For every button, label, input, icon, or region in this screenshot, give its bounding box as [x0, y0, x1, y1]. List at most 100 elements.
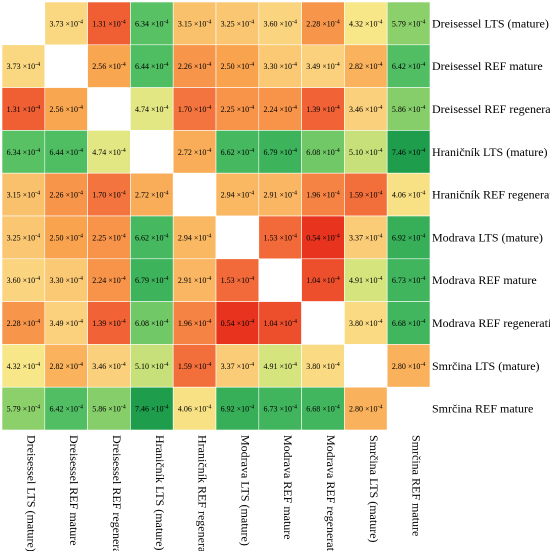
- heatmap-cell: [44, 87, 88, 131]
- heatmap-cell: [258, 301, 302, 345]
- heatmap-cell-label: 6.42 ×10-4: [392, 62, 426, 71]
- heatmap-cell: [344, 172, 388, 217]
- heatmap-cell-label: 3.60 ×10-4: [263, 19, 297, 28]
- heatmap-cell-label: 2.91 ×10-4: [263, 191, 297, 200]
- heatmap-cell: [87, 1, 131, 46]
- heatmap-cell: [44, 386, 88, 431]
- heatmap-cell-label: 5.10 ×10-4: [349, 148, 383, 157]
- heatmap-cell: [258, 44, 302, 88]
- heatmap-cell: [87, 301, 131, 345]
- heatmap-cell-label: 3.30 ×10-4: [263, 62, 297, 71]
- heatmap-cell-empty: [258, 258, 302, 302]
- heatmap-cell: [215, 172, 260, 217]
- heatmap-cell-label: 1.59 ×10-4: [349, 191, 383, 200]
- heatmap-cell: [386, 130, 431, 174]
- heatmap-cell-label: 6.92 ×10-4: [392, 233, 426, 242]
- heatmap-cell-empty: [44, 44, 88, 88]
- heatmap-cell-label: 2.50 ×10-4: [221, 62, 255, 71]
- row-label: Smrčina REF mature: [432, 402, 533, 416]
- heatmap-cell-label: 3.15 ×10-4: [178, 19, 212, 28]
- column-label: Modrava REF mature: [281, 435, 295, 540]
- heatmap-cell-empty: [301, 301, 345, 345]
- heatmap-cell-label: 3.49 ×10-4: [49, 319, 83, 328]
- heatmap-cell: [386, 172, 431, 217]
- column-label: Dreisessel REF mature: [67, 435, 81, 546]
- heatmap-cell-label: 5.79 ×10-4: [7, 405, 41, 414]
- heatmap-cell: [386, 87, 431, 131]
- heatmap-cell: [87, 386, 131, 431]
- heatmap-cell-label: 3.37 ×10-4: [221, 362, 255, 371]
- heatmap-cell-label: 5.10 ×10-4: [135, 362, 169, 371]
- heatmap-cell-label: 1.04 ×10-4: [263, 319, 297, 328]
- row-label: Hraničník LTS (mature): [432, 145, 548, 159]
- heatmap-cell-empty: [130, 130, 174, 174]
- heatmap-cell: [344, 44, 388, 88]
- heatmap-cell-label: 3.37 ×10-4: [349, 233, 383, 242]
- heatmap-cell-label: 5.86 ×10-4: [392, 105, 426, 114]
- heatmap-cell: [258, 386, 302, 431]
- row-labels: Dreisessel LTS (mature) Dreisessel REF ma…: [432, 16, 550, 415]
- heatmap-cell-label: 6.42 ×10-4: [49, 405, 83, 414]
- column-label: Modrava REF regeneration: [324, 435, 338, 551]
- heatmap-cell: [301, 87, 345, 131]
- heatmap-cell-label: 4.91 ×10-4: [263, 362, 297, 371]
- heatmap-cell: [130, 258, 174, 302]
- heatmap-cell-label: 6.08 ×10-4: [135, 319, 169, 328]
- heatmap-cell-label: 2.94 ×10-4: [221, 191, 255, 200]
- heatmap-cell-labels: 3.73 ×10-4 1.31 ×10-4 6.34 ×10-4 3.15 ×10-4…: [7, 19, 426, 413]
- heatmap-cell-label: 3.73 ×10-4: [7, 62, 41, 71]
- heatmap-cell: [130, 1, 174, 46]
- heatmap-cell-label: 4.06 ×10-4: [178, 405, 212, 414]
- heatmap-cell: [172, 386, 217, 431]
- heatmap-cell: [301, 172, 345, 217]
- heatmap-cell: [386, 1, 431, 46]
- heatmap-cell-label: 1.39 ×10-4: [92, 319, 126, 328]
- heatmap-cell: [258, 172, 302, 217]
- heatmap-cell-label: 3.30 ×10-4: [49, 276, 83, 285]
- heatmap-cell-empty: [87, 87, 131, 131]
- heatmap-cell-label: 7.46 ×10-4: [135, 405, 169, 414]
- heatmap-cell: [130, 215, 174, 260]
- heatmap-cell: [344, 130, 388, 174]
- heatmap-cell-label: 6.79 ×10-4: [135, 276, 169, 285]
- heatmap-cell-label: 1.31 ×10-4: [7, 105, 41, 114]
- column-label: Hraničník REF regeneration: [196, 435, 210, 551]
- heatmap-cell: [301, 44, 345, 88]
- heatmap-cell: [130, 301, 174, 345]
- heatmap-cell-label: 0.54 ×10-4: [306, 233, 340, 242]
- heatmap-cell: [301, 130, 345, 174]
- column-label: Hraničník LTS (mature): [153, 435, 167, 551]
- heatmap-cell-label: 2.72 ×10-4: [178, 148, 212, 157]
- row-label: Modrava REF regeneration: [432, 316, 550, 330]
- heatmap-cell-empty: [172, 172, 217, 217]
- row-label: Dreisessel REF mature: [432, 59, 543, 73]
- heatmap-cell-label: 4.32 ×10-4: [349, 19, 383, 28]
- heatmap-cell: [215, 130, 260, 174]
- heatmap-cell: [258, 344, 302, 388]
- heatmap-cell-label: 5.79 ×10-4: [392, 19, 426, 28]
- row-label: Hraničník REF regeneration: [432, 188, 550, 202]
- heatmap-cell: [301, 344, 345, 388]
- heatmap-cell: [130, 344, 174, 388]
- heatmap-cell: [130, 386, 174, 431]
- heatmap-cell-label: 2.91 ×10-4: [178, 276, 212, 285]
- heatmap-cell: [44, 344, 88, 388]
- heatmap-cell: [87, 344, 131, 388]
- heatmap-cell: [172, 301, 217, 345]
- heatmap-cell: [1, 386, 46, 431]
- heatmap-cell-label: 2.28 ×10-4: [7, 319, 41, 328]
- heatmap-cell: [172, 87, 217, 131]
- row-label: Modrava LTS (mature): [432, 230, 543, 244]
- heatmap-cell: [1, 215, 46, 260]
- heatmap-cell-label: 6.79 ×10-4: [263, 148, 297, 157]
- heatmap-cell: [301, 258, 345, 302]
- heatmap-cell: [44, 1, 88, 46]
- heatmap-cell-label: 1.53 ×10-4: [263, 233, 297, 242]
- column-labels: Dreisessel LTS (mature) Dreisessel REF ma…: [24, 435, 423, 551]
- heatmap-cell-label: 6.62 ×10-4: [135, 233, 169, 242]
- heatmap-cell-label: 1.96 ×10-4: [178, 319, 212, 328]
- heatmap-cell-label: 2.80 ×10-4: [349, 405, 383, 414]
- heatmap-cell: [344, 87, 388, 131]
- heatmap-cell-label: 4.74 ×10-4: [92, 148, 126, 157]
- heatmap-cell-label: 3.25 ×10-4: [7, 233, 41, 242]
